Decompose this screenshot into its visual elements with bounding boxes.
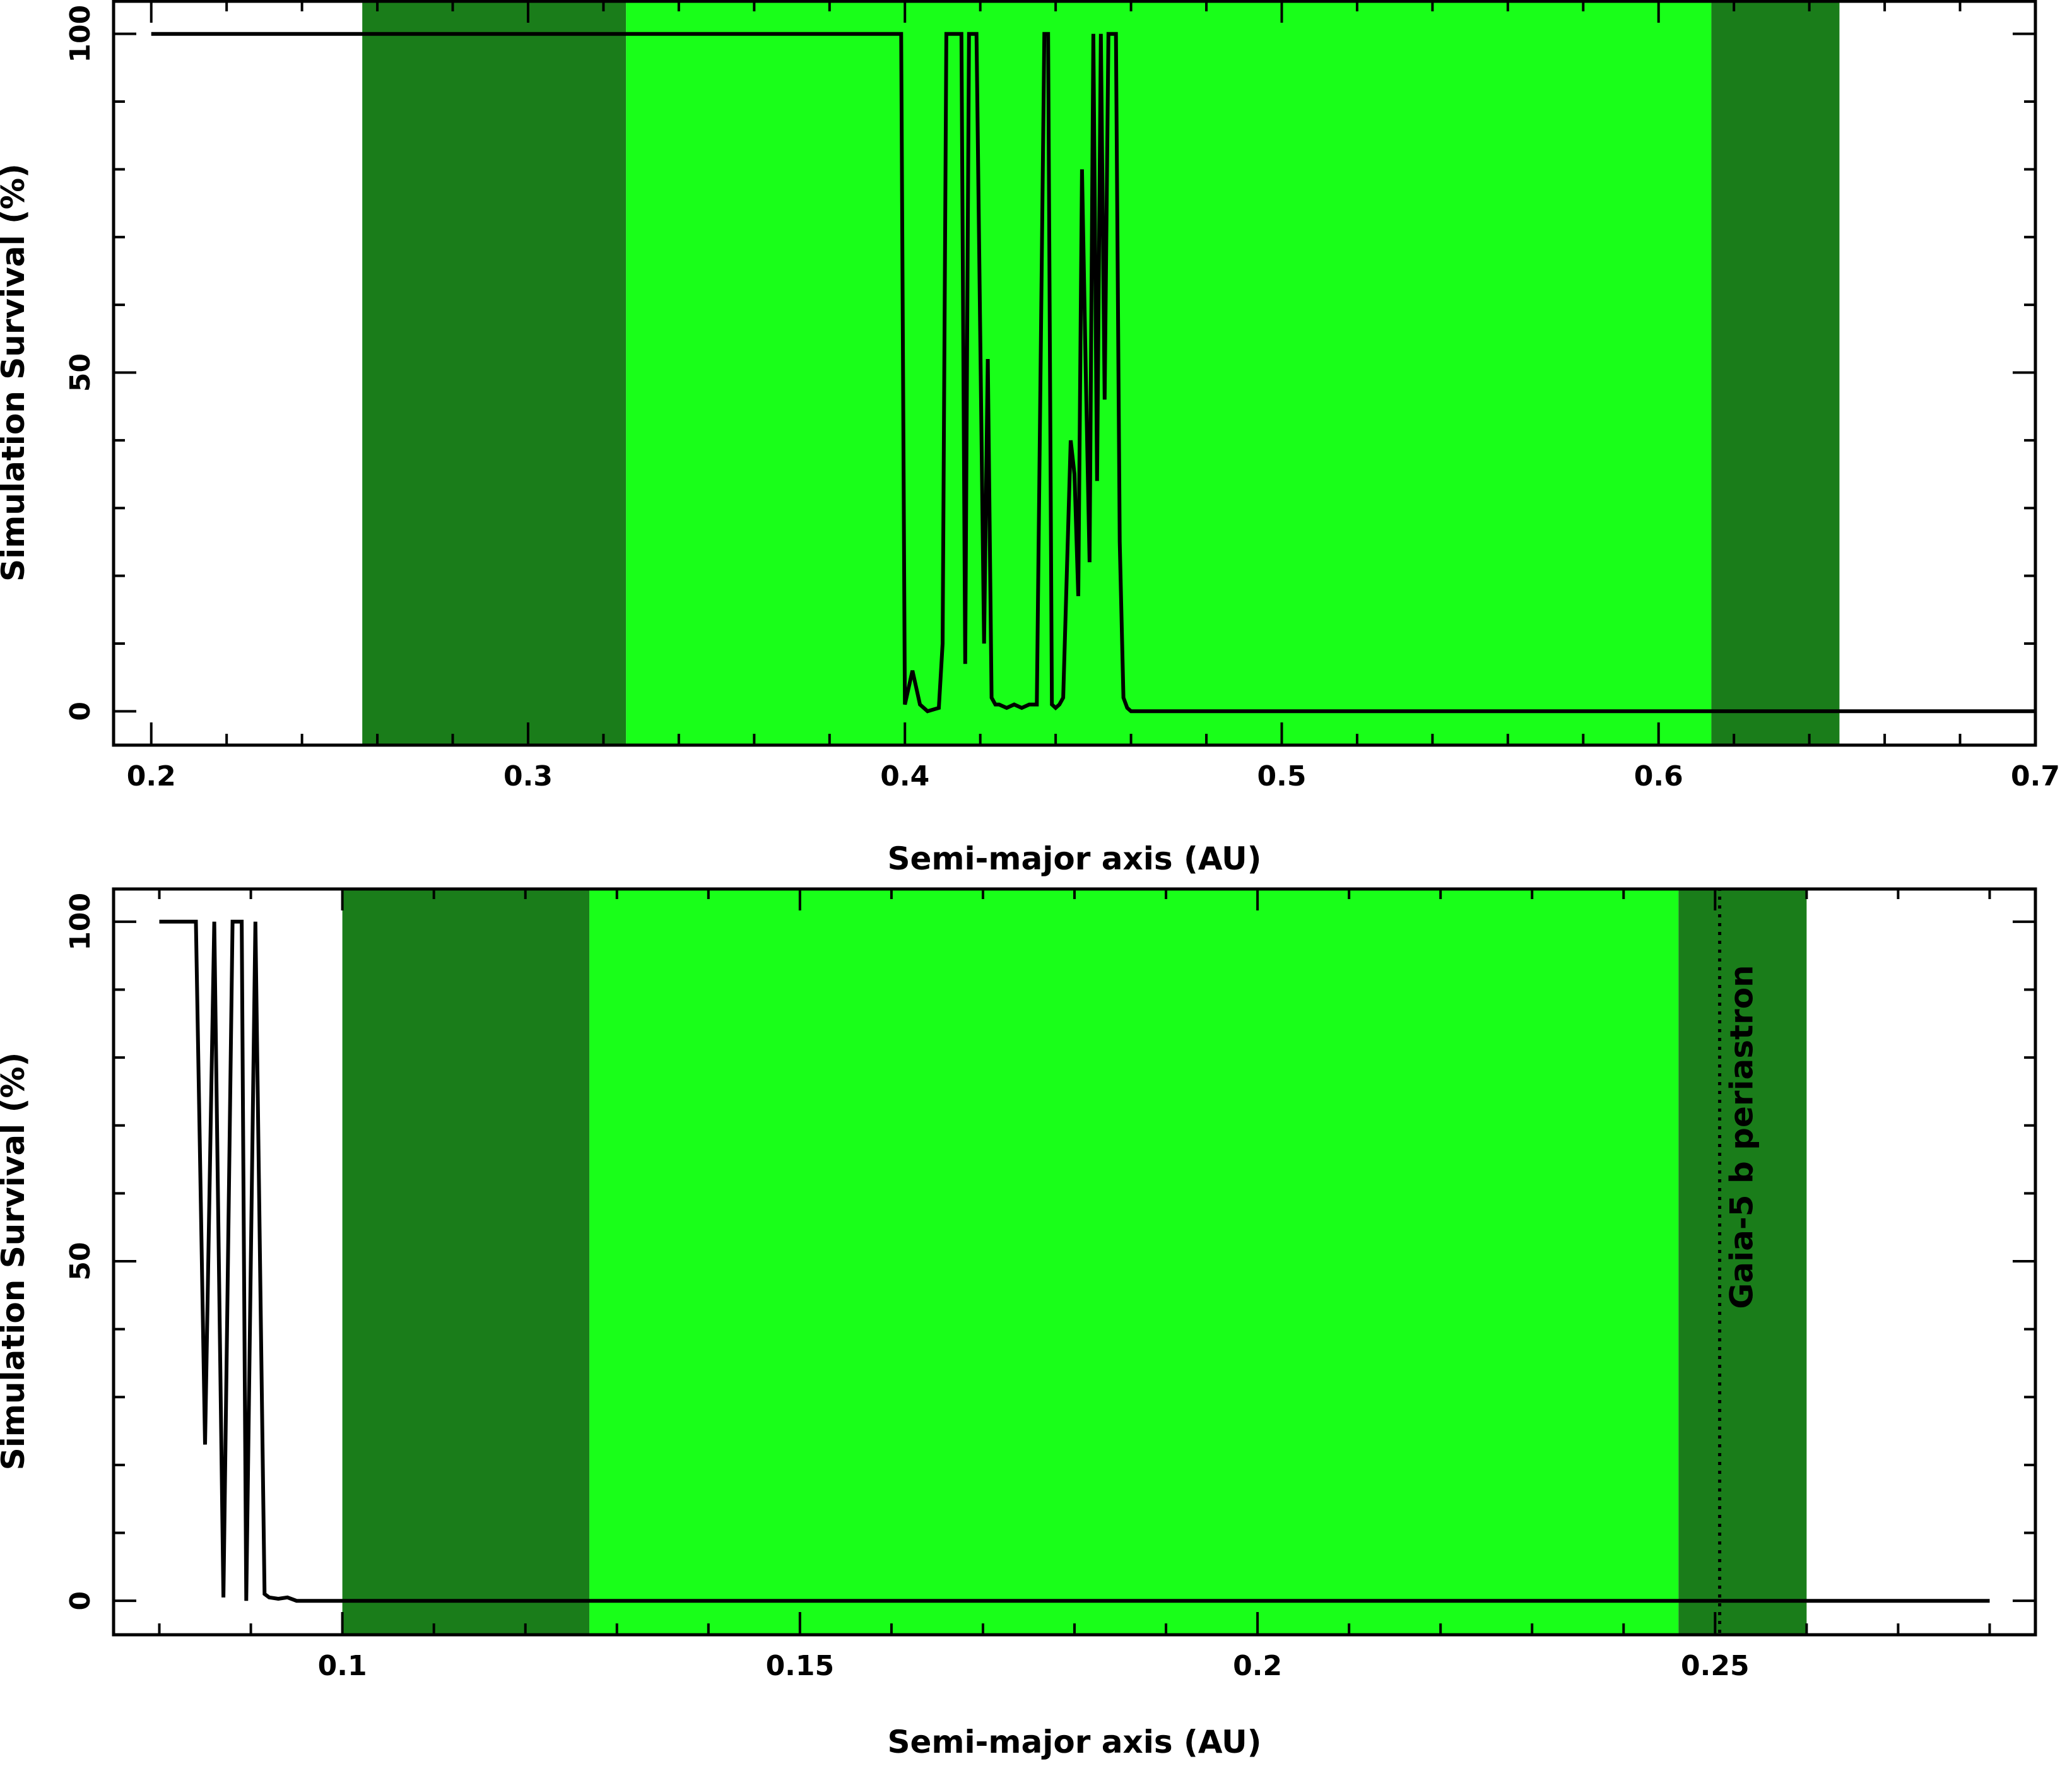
survival-line bbox=[159, 919, 1990, 1603]
y-tick-label: 0 bbox=[64, 702, 97, 721]
x-tick-label: 0.2 bbox=[1233, 1650, 1282, 1682]
top-panel: 0.2 0.3 0.4 0.5 0.6 0.7 0 50 100 Semi-major axis … bbox=[0, 0, 2060, 877]
bottom-panel: Gaia-5 b periastron 0.1 0.15 0.2 0.25 0 50 100 S… bbox=[0, 887, 2037, 1760]
habitable-zone-conservative-band bbox=[626, 0, 1712, 745]
y-tick-label: 50 bbox=[64, 1242, 97, 1280]
x-tick-label: 0.15 bbox=[766, 1650, 835, 1682]
y-axis-label: Simulation Survival (%) bbox=[0, 1052, 32, 1471]
plot-frame bbox=[112, 887, 2037, 1637]
habitable-zone-optimistic-band bbox=[1711, 0, 1840, 745]
x-tick-label: 0.5 bbox=[1257, 760, 1307, 792]
y-tick-label: 100 bbox=[64, 5, 97, 63]
y-axis-label: Simulation Survival (%) bbox=[0, 163, 32, 582]
x-tick-label: 0.7 bbox=[2011, 760, 2060, 792]
y-tick-label: 0 bbox=[64, 1591, 97, 1611]
x-tick-label: 0.4 bbox=[880, 760, 929, 792]
survival-line bbox=[151, 32, 2035, 714]
habitable-zone-conservative-band bbox=[589, 888, 1679, 1635]
habitable-zone-optimistic-band bbox=[362, 0, 627, 745]
x-tick-label: 0.25 bbox=[1681, 1650, 1750, 1682]
x-tick-label: 0.1 bbox=[318, 1650, 367, 1682]
x-tick-label: 0.3 bbox=[503, 760, 553, 792]
habitable-zone-optimistic-band bbox=[1678, 888, 1807, 1635]
plot-frame bbox=[112, 0, 2037, 747]
x-axis-label: Semi-major axis (AU) bbox=[887, 1724, 1261, 1760]
x-tick-label: 0.6 bbox=[1634, 760, 1683, 792]
x-axis-label: Semi-major axis (AU) bbox=[887, 840, 1261, 877]
x-tick-label: 0.2 bbox=[127, 760, 176, 792]
y-tick-label: 100 bbox=[64, 893, 97, 951]
y-tick-label: 50 bbox=[64, 353, 97, 392]
habitable-zone-optimistic-band bbox=[342, 888, 590, 1635]
periastron-label: Gaia-5 b periastron bbox=[1724, 965, 1760, 1309]
